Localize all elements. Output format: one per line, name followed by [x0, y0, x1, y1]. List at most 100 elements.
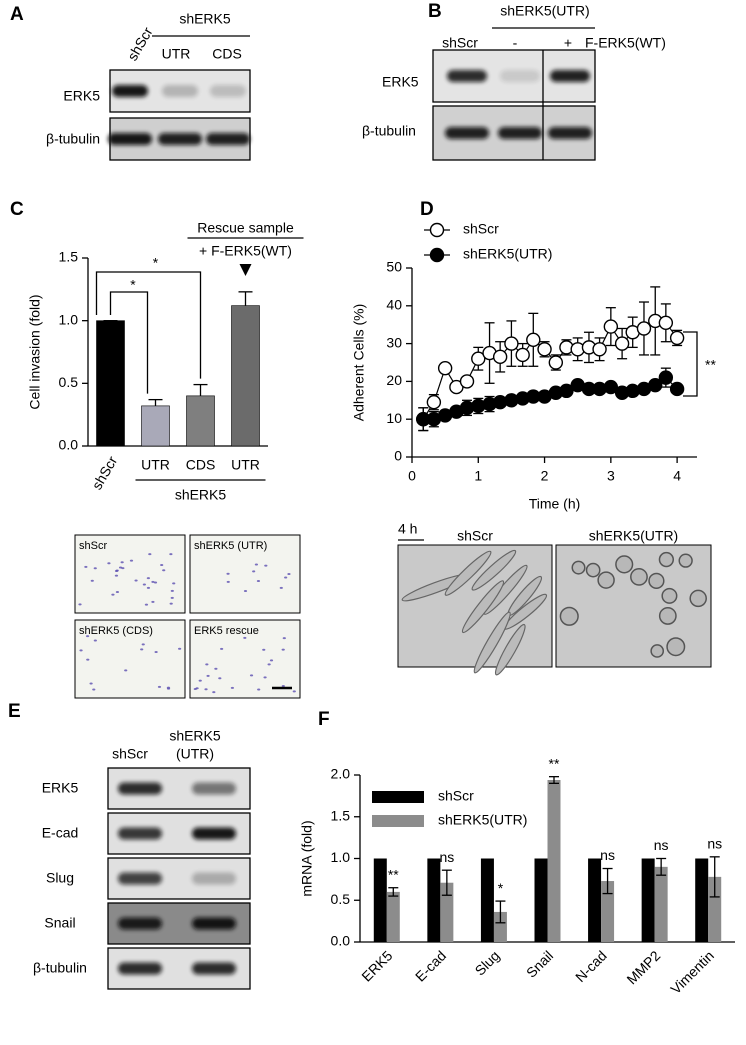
cell-dot	[263, 676, 267, 679]
cell-dot	[142, 583, 146, 586]
cell-dot	[169, 602, 173, 605]
cell-dot	[86, 658, 90, 661]
y-tick-label: 1.5	[59, 249, 79, 265]
lane-label: shERK5	[169, 728, 221, 744]
cell-dot	[226, 580, 230, 583]
y-axis-label: Cell invasion (fold)	[27, 294, 43, 409]
micrograph	[189, 534, 301, 614]
cell-dot	[252, 570, 256, 573]
cell-dot	[282, 637, 286, 640]
y-tick-label: 0.0	[59, 437, 79, 453]
bar	[386, 891, 400, 942]
group-label: shERK5(UTR)	[500, 3, 589, 19]
cell-dot	[148, 553, 152, 556]
panel-label: F	[318, 709, 330, 730]
y-tick-label: 20	[386, 372, 402, 388]
y-tick-label: 1.0	[331, 849, 351, 865]
cell-dot	[287, 573, 291, 576]
row-label: Snail	[44, 915, 75, 931]
y-tick-label: 50	[386, 259, 402, 275]
micrograph	[74, 619, 186, 699]
row-label: β-tubulin	[33, 960, 87, 976]
point	[515, 347, 530, 363]
blot-band	[447, 70, 487, 82]
cell-dot	[129, 559, 134, 562]
error-bar	[388, 887, 399, 897]
panel-label: B	[428, 1, 442, 22]
annotation: + F-ERK5(WT)	[199, 243, 292, 259]
significance: *	[130, 277, 136, 293]
cell	[559, 606, 579, 626]
row-label: β-tubulin	[46, 131, 100, 147]
cell-dot	[170, 589, 174, 592]
point	[537, 342, 552, 357]
point	[669, 381, 685, 397]
annotation: Rescue sample	[197, 220, 294, 236]
significance: **	[705, 357, 716, 373]
point	[658, 315, 674, 331]
cell-dot	[195, 687, 199, 690]
construct-label: F-ERK5(WT)	[585, 35, 666, 51]
lane-label: -	[513, 35, 518, 51]
cell-dot	[166, 687, 171, 690]
point	[614, 336, 630, 351]
row-label: β-tubulin	[362, 123, 416, 139]
x-tick-label: shScr	[89, 453, 121, 492]
panel-label: A	[10, 4, 24, 25]
significance: ns	[654, 837, 669, 853]
lane-label: shScr	[124, 24, 156, 63]
cell-dot	[141, 643, 145, 646]
blot-band	[498, 127, 542, 139]
cell	[461, 580, 505, 634]
cell-dot	[281, 648, 285, 651]
bar	[534, 858, 548, 942]
cell	[473, 611, 511, 674]
cell-dot	[111, 593, 115, 596]
cell-dot	[79, 649, 83, 652]
significance: *	[498, 880, 504, 896]
y-axis-label: mRNA (fold)	[299, 820, 315, 896]
point	[636, 321, 652, 336]
point	[658, 370, 674, 385]
point	[492, 349, 508, 365]
x-tick-label: UTR	[231, 457, 260, 473]
error-bar	[709, 856, 720, 898]
cell-dot	[226, 572, 230, 575]
image-label: shERK5 (CDS)	[79, 625, 153, 637]
cell	[678, 553, 693, 568]
blot-band	[118, 962, 162, 975]
blot-band	[210, 85, 246, 97]
y-tick-label: 0.5	[331, 891, 351, 907]
significance-bracket	[109, 291, 149, 394]
blot-band	[108, 133, 152, 145]
bar	[547, 780, 561, 942]
y-tick-label: 1.5	[331, 807, 351, 823]
point	[437, 360, 453, 376]
blot-band	[118, 872, 162, 885]
row-label: ERK5	[382, 74, 419, 90]
y-axis-label: Adherent Cells (%)	[351, 304, 367, 422]
blot-band	[118, 917, 162, 930]
bar	[493, 911, 507, 942]
cell-dot	[269, 659, 274, 662]
error-bar	[549, 776, 559, 784]
significance: *	[153, 255, 159, 271]
cell	[630, 567, 648, 586]
row-label: ERK5	[63, 88, 100, 104]
cell-dot	[267, 663, 271, 666]
cell	[585, 562, 601, 578]
y-tick-label: 1.0	[59, 311, 79, 327]
cell-dot	[78, 603, 82, 606]
significance: **	[388, 866, 399, 882]
panel-label: D	[420, 199, 434, 220]
blot-band	[118, 827, 162, 840]
blot-band	[550, 70, 590, 82]
cell-dot	[256, 579, 261, 582]
cell-dot	[140, 648, 144, 651]
legend-swatch	[372, 815, 424, 827]
cell-dot	[120, 561, 124, 564]
row-label: Slug	[46, 870, 74, 886]
lane-label: shScr	[442, 35, 478, 51]
cell-dot	[279, 586, 283, 589]
lane-label: +	[564, 35, 572, 51]
